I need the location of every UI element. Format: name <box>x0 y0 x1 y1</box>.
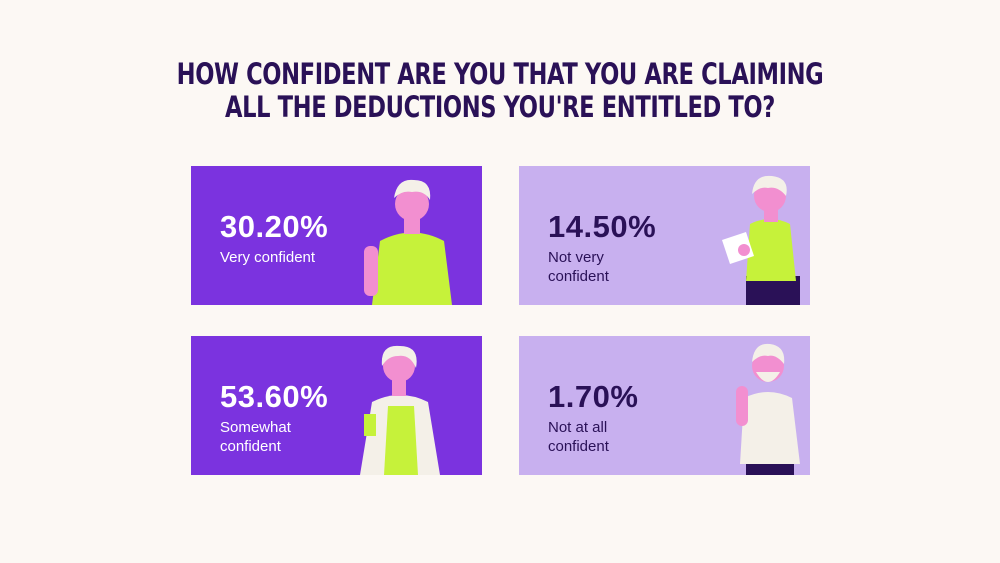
illustration <box>364 179 452 305</box>
card: 53.60% Somewhat confident <box>191 336 482 475</box>
card-value: 53.60% <box>220 379 329 414</box>
card-label: Somewhat confident <box>220 419 291 455</box>
illustration <box>360 345 440 475</box>
card-label: Not at all confident <box>548 419 609 455</box>
title-line: ALL THE DEDUCTIONS YOU'RE ENTITLED TO? <box>224 90 776 124</box>
card-label: Not very confident <box>548 249 609 285</box>
card: 14.50% Not very confident <box>519 166 810 305</box>
card: 1.70% Not at all confident <box>519 336 810 475</box>
title: HOW CONFIDENT ARE YOU THAT YOU ARE CLAIM… <box>110 58 890 124</box>
title-line: HOW CONFIDENT ARE YOU THAT YOU ARE CLAIM… <box>176 57 824 91</box>
card-value: 14.50% <box>548 209 657 244</box>
card-value: 30.20% <box>220 209 329 244</box>
card-value: 1.70% <box>548 379 639 414</box>
card-label: Very confident <box>220 249 316 266</box>
illustration <box>722 175 800 305</box>
card: 30.20% Very confident <box>191 166 482 305</box>
illustration <box>736 343 800 475</box>
